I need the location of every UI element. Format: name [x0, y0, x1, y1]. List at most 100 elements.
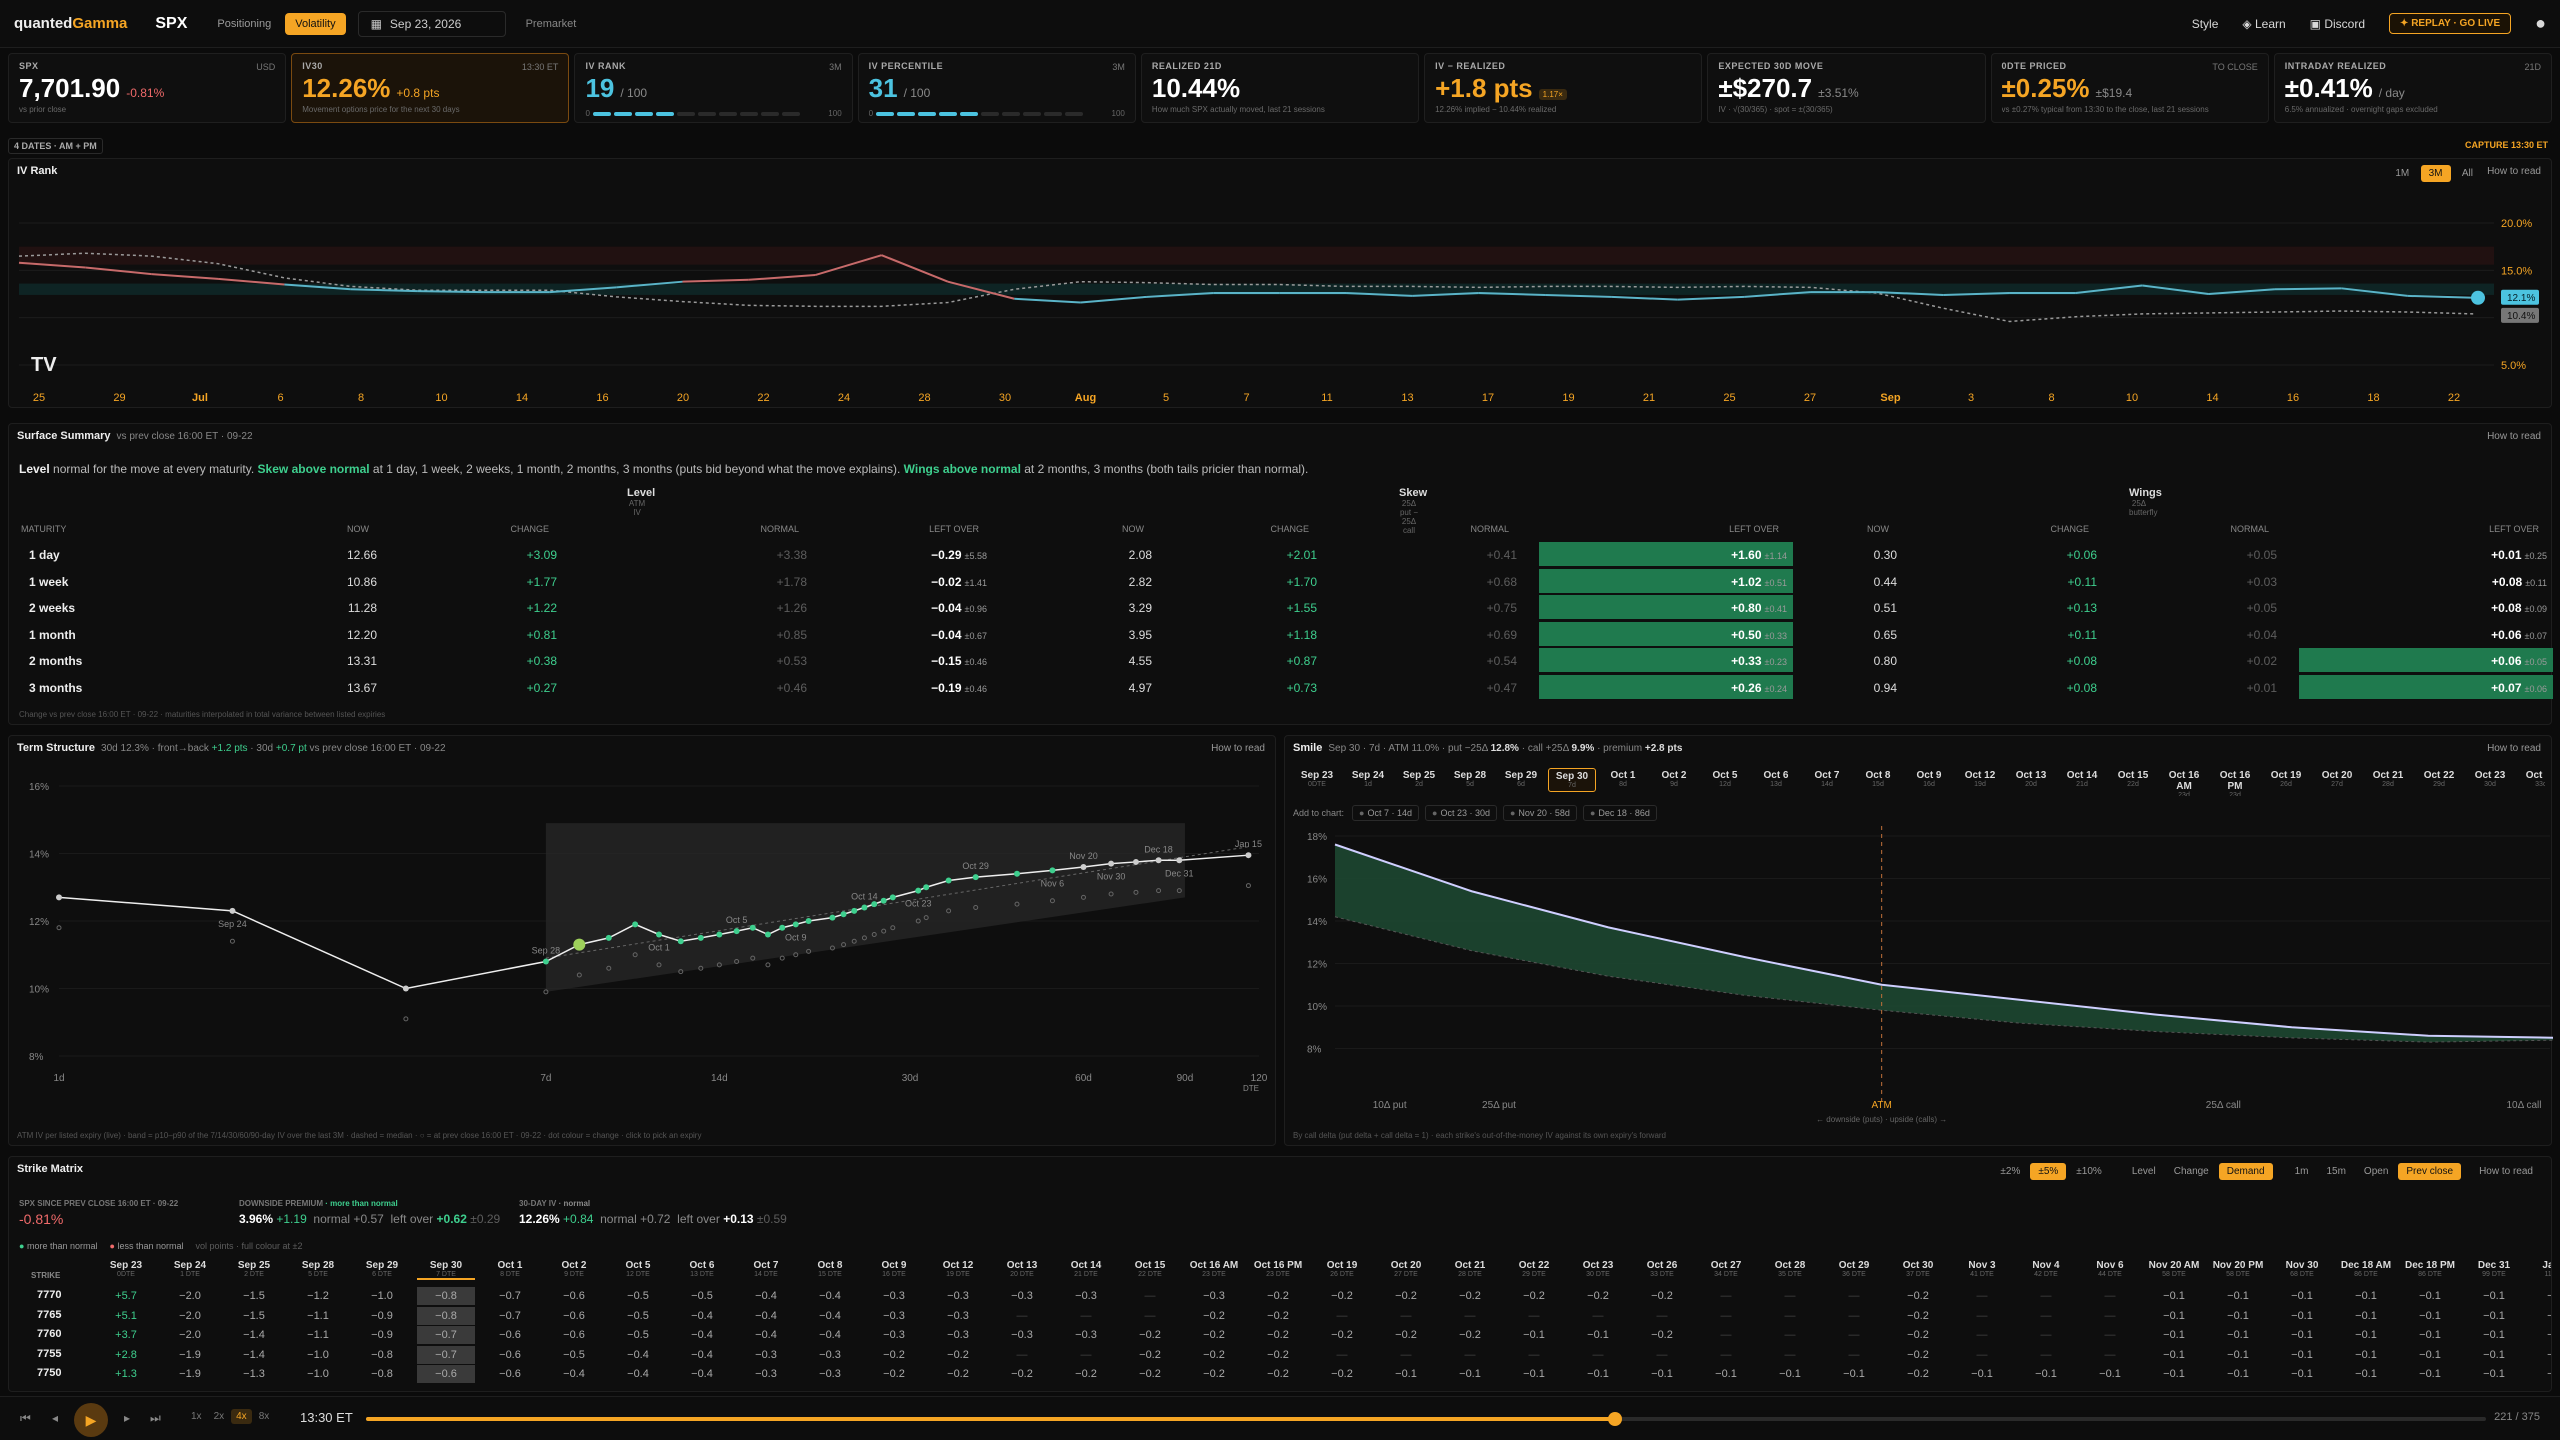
- add-expiry-chip[interactable]: ● Oct 23 · 30d: [1425, 805, 1497, 821]
- expiry-column-header[interactable]: Sep 25 2 DTE: [225, 1260, 283, 1278]
- matrix-cell[interactable]: —: [1336, 1348, 1348, 1361]
- matrix-cell[interactable]: −0.2: [1459, 1329, 1481, 1341]
- matrix-cell[interactable]: —: [1720, 1290, 1732, 1302]
- range-5pct[interactable]: ±5%: [2030, 1163, 2067, 1180]
- matrix-cell[interactable]: −0.2: [1267, 1348, 1289, 1361]
- expiry-chip[interactable]: Oct 8 15d: [1854, 768, 1902, 790]
- matrix-cell[interactable]: —: [2040, 1329, 2052, 1341]
- expiry-column-header[interactable]: Sep 28 5 DTE: [289, 1260, 347, 1278]
- matrix-cell[interactable]: −0.1: [1523, 1329, 1545, 1341]
- user-avatar-icon[interactable]: ●: [2535, 13, 2546, 33]
- matrix-cell[interactable]: −0.8: [371, 1368, 393, 1380]
- range-1m[interactable]: 1M: [2395, 168, 2410, 179]
- time-15m[interactable]: 15m: [2326, 1166, 2346, 1177]
- iv-rank-how-to-read[interactable]: How to read: [2487, 166, 2541, 177]
- matrix-cell[interactable]: −0.7: [417, 1326, 475, 1344]
- expiry-chip[interactable]: Sep 25 2d: [1395, 768, 1443, 790]
- matrix-cell[interactable]: −0.3: [1203, 1290, 1225, 1302]
- matrix-cell[interactable]: −0.1: [2529, 1365, 2551, 1383]
- expiry-column-header[interactable]: Oct 19 26 DTE: [1313, 1260, 1371, 1278]
- matrix-cell[interactable]: −0.1: [2163, 1368, 2185, 1380]
- range-3m[interactable]: 3M: [2420, 165, 2451, 182]
- matrix-cell[interactable]: −0.4: [755, 1290, 777, 1302]
- date-picker[interactable]: ▦ Sep 23, 2026: [357, 10, 506, 37]
- matrix-cell[interactable]: −1.4: [243, 1348, 265, 1361]
- symbol[interactable]: SPX: [155, 14, 188, 32]
- matrix-cell[interactable]: −1.3: [243, 1368, 265, 1380]
- matrix-cell[interactable]: −0.4: [627, 1348, 649, 1361]
- learn-button[interactable]: ◈ Learn: [2242, 16, 2286, 31]
- matrix-cell[interactable]: −0.1: [2529, 1346, 2551, 1364]
- expiry-dot[interactable]: [829, 914, 836, 921]
- matrix-cell[interactable]: −0.1: [2227, 1309, 2249, 1322]
- matrix-cell[interactable]: −0.2: [1139, 1368, 1161, 1380]
- time-open[interactable]: Open: [2363, 1166, 2389, 1177]
- speed-2x[interactable]: 2x: [213, 1411, 225, 1422]
- matrix-cell[interactable]: −0.1: [2163, 1348, 2185, 1361]
- matrix-cell[interactable]: −0.1: [2163, 1329, 2185, 1341]
- expiry-chip[interactable]: Oct 22 29d: [2415, 768, 2463, 790]
- matrix-cell[interactable]: −0.1: [2355, 1329, 2377, 1341]
- matrix-cell[interactable]: −0.1: [2227, 1348, 2249, 1361]
- tab-volatility[interactable]: Volatility: [285, 12, 346, 35]
- expiry-dot[interactable]: [605, 934, 612, 941]
- expiry-column-header[interactable]: Dec 18 AM 86 DTE: [2337, 1260, 2395, 1278]
- matrix-cell[interactable]: —: [1848, 1309, 1860, 1322]
- matrix-cell[interactable]: −0.5: [627, 1309, 649, 1322]
- matrix-cell[interactable]: −0.1: [2483, 1348, 2505, 1361]
- expiry-column-header[interactable]: Nov 3 41 DTE: [1953, 1260, 2011, 1278]
- matrix-cell[interactable]: −0.1: [1651, 1368, 1673, 1380]
- matrix-cell[interactable]: —: [1144, 1290, 1156, 1302]
- expiry-column-header[interactable]: Oct 27 34 DTE: [1697, 1260, 1755, 1278]
- replay-go-live-button[interactable]: ✦ REPLAY · GO LIVE: [2389, 13, 2512, 34]
- expiry-dot[interactable]: [749, 924, 756, 931]
- matrix-cell[interactable]: −0.1: [2483, 1290, 2505, 1302]
- expiry-chip[interactable]: Oct 23 30d: [2466, 768, 2514, 790]
- matrix-cell[interactable]: −2.0: [179, 1309, 201, 1322]
- matrix-cell[interactable]: −0.8: [371, 1348, 393, 1361]
- matrix-cell[interactable]: −0.7: [499, 1290, 521, 1302]
- matrix-cell[interactable]: −0.1: [2291, 1290, 2313, 1302]
- expiry-column-header[interactable]: Oct 30 37 DTE: [1889, 1260, 1947, 1278]
- mode-change[interactable]: Change: [2173, 1166, 2209, 1177]
- matrix-cell[interactable]: −0.2: [883, 1368, 905, 1380]
- matrix-cell[interactable]: −0.3: [1011, 1290, 1033, 1302]
- matrix-cell[interactable]: —: [1976, 1290, 1988, 1302]
- strike-how-to-read[interactable]: How to read: [2479, 1166, 2533, 1177]
- expiry-column-header[interactable]: Jan 15114 DTE: [2529, 1260, 2551, 1278]
- expiry-dot[interactable]: [972, 874, 979, 881]
- expiry-dot[interactable]: [1132, 858, 1139, 865]
- speed-1x[interactable]: 1x: [191, 1411, 202, 1422]
- matrix-cell[interactable]: —: [1336, 1309, 1348, 1322]
- expiry-column-header[interactable]: Oct 28 35 DTE: [1761, 1260, 1819, 1278]
- matrix-cell[interactable]: —: [1848, 1348, 1860, 1361]
- step-forward-icon[interactable]: ▸: [124, 1411, 131, 1425]
- matrix-cell[interactable]: −0.3: [1011, 1329, 1033, 1341]
- matrix-cell[interactable]: −0.1: [2291, 1368, 2313, 1380]
- matrix-cell[interactable]: −0.2: [1907, 1348, 1929, 1361]
- matrix-cell[interactable]: −0.4: [819, 1309, 841, 1322]
- matrix-cell[interactable]: −0.3: [883, 1290, 905, 1302]
- expiry-dot[interactable]: [851, 907, 858, 914]
- matrix-cell[interactable]: −0.1: [2227, 1290, 2249, 1302]
- speed-8x[interactable]: 8x: [258, 1411, 270, 1422]
- expiry-column-header[interactable]: Oct 9 16 DTE: [865, 1260, 923, 1278]
- expiry-column-header[interactable]: Oct 8 15 DTE: [801, 1260, 859, 1278]
- matrix-cell[interactable]: −0.2: [1331, 1329, 1353, 1341]
- expiry-chip[interactable]: Oct 13 20d: [2007, 768, 2055, 790]
- matrix-cell[interactable]: —: [1080, 1309, 1092, 1322]
- matrix-cell[interactable]: −1.5: [243, 1309, 265, 1322]
- matrix-cell[interactable]: −0.1: [2355, 1368, 2377, 1380]
- matrix-cell[interactable]: —: [1720, 1309, 1732, 1322]
- add-expiry-chip[interactable]: ● Nov 20 · 58d: [1502, 805, 1577, 821]
- matrix-cell[interactable]: —: [2104, 1309, 2116, 1322]
- matrix-cell[interactable]: —: [1976, 1329, 1988, 1341]
- matrix-cell[interactable]: −0.1: [1971, 1368, 1993, 1380]
- matrix-cell[interactable]: −1.0: [371, 1290, 393, 1302]
- expiry-column-header[interactable]: Sep 29 6 DTE: [353, 1260, 411, 1278]
- expiry-column-header[interactable]: Oct 16 AM 23 DTE: [1185, 1260, 1243, 1278]
- expiry-dot[interactable]: [1108, 860, 1115, 867]
- matrix-cell[interactable]: −0.6: [499, 1329, 521, 1341]
- expiry-column-header[interactable]: Nov 20 AM 58 DTE: [2145, 1260, 2203, 1278]
- matrix-cell[interactable]: −0.4: [691, 1309, 713, 1322]
